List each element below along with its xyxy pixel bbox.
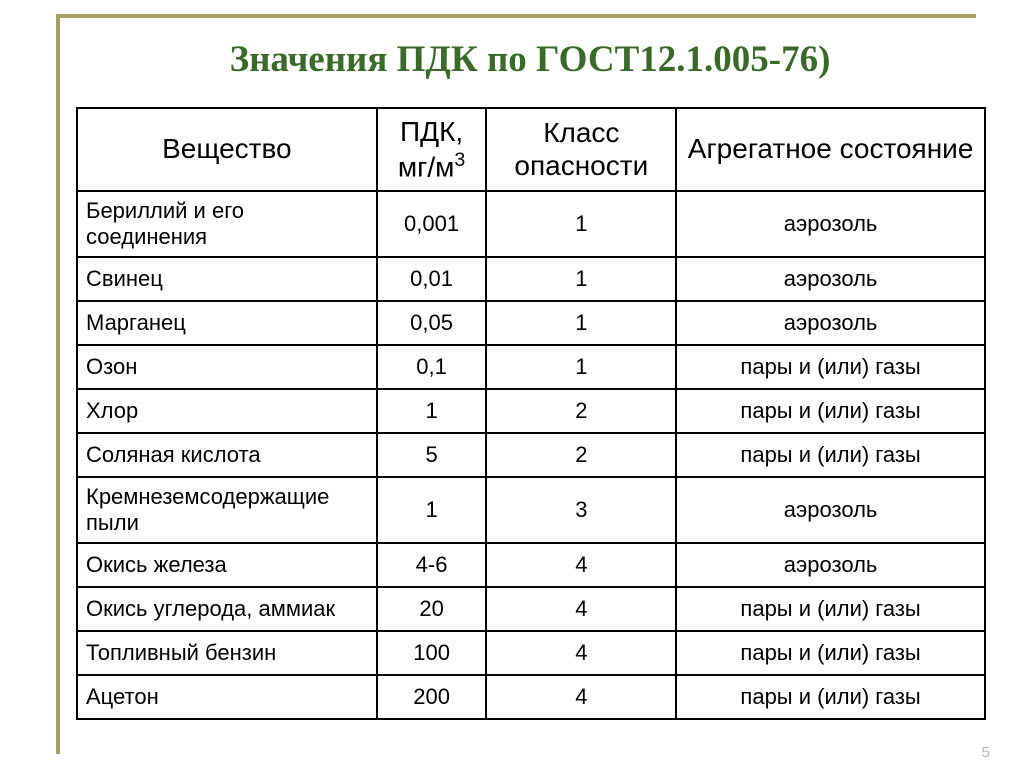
cell-state: пары и (или) газы [676,675,985,719]
cell-state: аэрозоль [676,301,985,345]
cell-pdk: 100 [377,631,487,675]
cell-state: пары и (или) газы [676,345,985,389]
cell-substance: Хлор [77,389,377,433]
slide-frame-top [56,14,976,18]
cell-class: 4 [486,675,676,719]
cell-state: аэрозоль [676,543,985,587]
cell-state: аэрозоль [676,191,985,257]
cell-class: 4 [486,587,676,631]
table-row: Хлор12пары и (или) газы [77,389,985,433]
table-row: Марганец0,051аэрозоль [77,301,985,345]
cell-pdk: 200 [377,675,487,719]
col-header-hazard-class: Класс опасности [486,108,676,191]
cell-class: 2 [486,389,676,433]
table-row: Окись железа4-64аэрозоль [77,543,985,587]
table-header-row: Вещество ПДК, мг/м3 Класс опасности Агре… [77,108,985,191]
page-number: 5 [982,744,990,761]
cell-substance: Окись углерода, аммиак [77,587,377,631]
col-header-state: Агрегатное состояние [676,108,985,191]
cell-pdk: 0,05 [377,301,487,345]
table-row: Топливный бензин1004пары и (или) газы [77,631,985,675]
cell-pdk: 0,1 [377,345,487,389]
col-header-substance: Вещество [77,108,377,191]
cell-class: 1 [486,301,676,345]
table-row: Соляная кислота52пары и (или) газы [77,433,985,477]
cell-pdk: 1 [377,477,487,543]
cell-substance: Топливный бензин [77,631,377,675]
table-row: Свинец0,011аэрозоль [77,257,985,301]
cell-substance: Соляная кислота [77,433,377,477]
cell-state: аэрозоль [676,477,985,543]
cell-class: 1 [486,257,676,301]
table-row: Окись углерода, аммиак204пары и (или) га… [77,587,985,631]
cell-state: пары и (или) газы [676,587,985,631]
table-row: Бериллий и его соединения0,0011аэрозоль [77,191,985,257]
cell-pdk: 5 [377,433,487,477]
cell-class: 3 [486,477,676,543]
cell-state: пары и (или) газы [676,433,985,477]
cell-substance: Бериллий и его соединения [77,191,377,257]
cell-class: 1 [486,191,676,257]
cell-pdk: 1 [377,389,487,433]
cell-substance: Озон [77,345,377,389]
slide-frame-left [56,14,60,754]
cell-pdk: 20 [377,587,487,631]
cell-substance: Кремнеземсодержащие пыли [77,477,377,543]
table-row: Ацетон2004пары и (или) газы [77,675,985,719]
slide-content: Значения ПДК по ГОСТ12.1.005-76) Веществ… [70,20,990,720]
cell-substance: Ацетон [77,675,377,719]
col-header-pdk: ПДК, мг/м3 [377,108,487,191]
table-row: Озон0,11пары и (или) газы [77,345,985,389]
cell-class: 4 [486,543,676,587]
table-body: Бериллий и его соединения0,0011аэрозоль … [77,191,985,719]
cell-substance: Марганец [77,301,377,345]
cell-state: пары и (или) газы [676,389,985,433]
cell-substance: Окись железа [77,543,377,587]
page-title: Значения ПДК по ГОСТ12.1.005-76) [70,38,990,81]
pdk-table: Вещество ПДК, мг/м3 Класс опасности Агре… [76,107,986,720]
table-row: Кремнеземсодержащие пыли13аэрозоль [77,477,985,543]
cell-pdk: 4-6 [377,543,487,587]
cell-class: 4 [486,631,676,675]
cell-pdk: 0,01 [377,257,487,301]
cell-substance: Свинец [77,257,377,301]
cell-class: 1 [486,345,676,389]
cell-state: пары и (или) газы [676,631,985,675]
cell-class: 2 [486,433,676,477]
cell-pdk: 0,001 [377,191,487,257]
cell-state: аэрозоль [676,257,985,301]
